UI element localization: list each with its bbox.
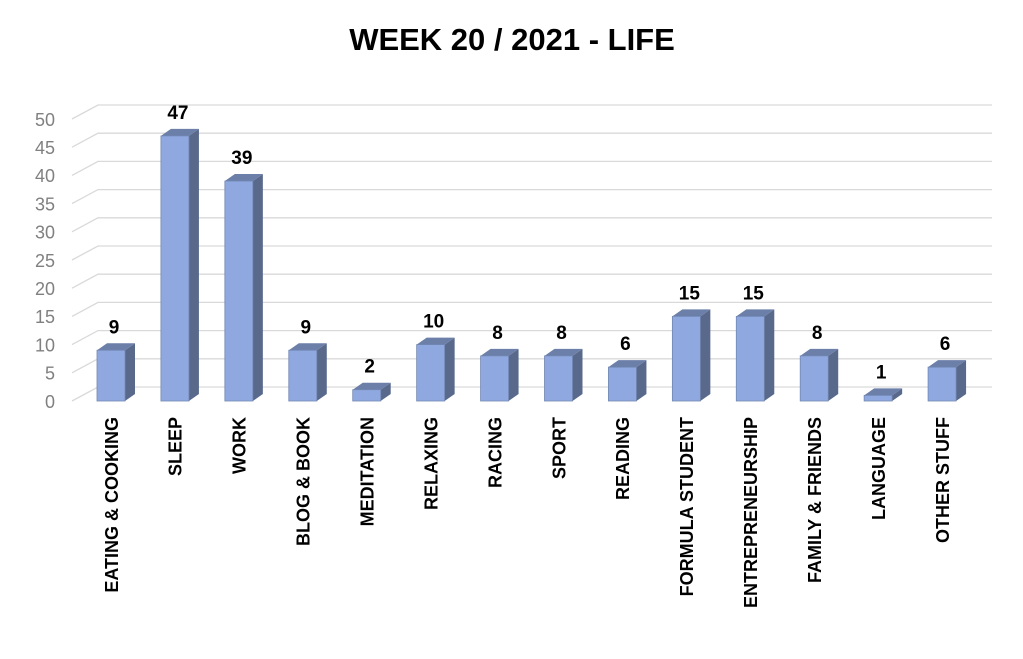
y-tick-label: 5 [45,364,55,384]
value-label: 15 [743,283,765,304]
grid-line [71,188,992,205]
bar [799,355,829,402]
bar [224,180,254,402]
bar-side [700,309,711,401]
value-label: 8 [556,323,567,344]
bar [288,349,318,402]
y-tick-label: 15 [35,307,55,327]
bar-side [380,382,391,401]
bar-top [800,348,839,356]
bar-top [160,128,199,136]
value-label: 6 [940,334,951,355]
y-tick-label: 10 [35,335,55,355]
y-tick-label: 20 [35,279,55,299]
bar-side [444,337,455,401]
grid-line [71,273,992,289]
value-label: 1 [876,362,887,383]
bar [735,315,765,402]
bar-top [608,360,647,368]
x-tick-label: BLOG & BOOK [294,417,314,546]
x-tick-label: OTHER STUFF [933,417,953,543]
bar-side [316,343,327,401]
x-tick-label: ENTREPRENEURSHIP [741,417,761,608]
bar-top [864,388,903,396]
x-tick-label: MEDITATION [357,417,377,526]
x-tick-label: SLEEP [166,417,186,476]
grid-line [71,358,992,374]
bar [352,389,382,402]
grid-line [71,160,992,176]
y-tick-label: 50 [35,110,55,130]
x-tick-label: FAMILY & FRIENDS [805,417,825,583]
y-tick-label: 0 [45,392,55,412]
bar-top [672,309,711,317]
grid-line [71,301,992,317]
bar [863,394,893,402]
x-tick-label: WORK [230,417,250,474]
y-tick-label: 35 [35,194,55,214]
bar [480,355,509,402]
bar-side [125,343,135,401]
bar-side [892,388,903,401]
bar [416,344,446,402]
grid-line [71,132,992,148]
bar-side [572,348,583,401]
chart-title: WEEK 20 / 2021 - LIFE [349,22,675,57]
y-tick-label: 25 [35,251,55,271]
value-label: 8 [812,323,823,344]
value-label: 47 [167,103,188,124]
bar-top [480,348,519,356]
grid-line [71,386,992,402]
grid-line [71,329,992,346]
x-tick-label: LANGUAGE [869,417,889,520]
y-tick-label: 45 [35,138,55,158]
y-tick-label: 30 [35,223,55,243]
bar [160,135,190,402]
bar-side [956,360,967,401]
x-tick-label: FORMULA STUDENT [677,417,697,596]
grid-line [71,104,992,120]
bar-top [288,343,327,351]
bar-side [828,348,839,401]
value-label: 15 [679,283,701,304]
value-label: 6 [620,334,631,355]
y-tick-label: 40 [35,166,55,186]
value-label: 2 [364,357,375,378]
bar-top [544,348,583,356]
bar-side [188,128,199,402]
bar-top [928,360,967,368]
bar-top [224,174,263,182]
bar [671,315,701,402]
bar-side [252,174,263,401]
bar-top [416,337,455,345]
grid-line [71,245,992,261]
bar-side [508,348,519,401]
bar [927,366,957,402]
bar [544,355,573,402]
bar-top [352,382,391,390]
x-tick-label: RACING [485,417,505,488]
x-tick-label: EATING & COOKING [102,417,122,593]
bar [608,366,637,402]
bar-top [97,343,135,351]
x-tick-label: READING [613,417,633,500]
grid-line [71,217,992,233]
value-label: 8 [492,323,503,344]
value-label: 9 [300,317,311,338]
bar-top [736,309,775,317]
x-tick-label: RELAXING [421,417,441,510]
bar-side [764,309,775,401]
value-label: 39 [231,148,252,169]
bar [96,349,126,402]
value-label: 9 [109,317,120,338]
x-tick-label: SPORT [549,417,569,479]
bar-side [636,360,647,401]
value-label: 10 [423,312,444,333]
